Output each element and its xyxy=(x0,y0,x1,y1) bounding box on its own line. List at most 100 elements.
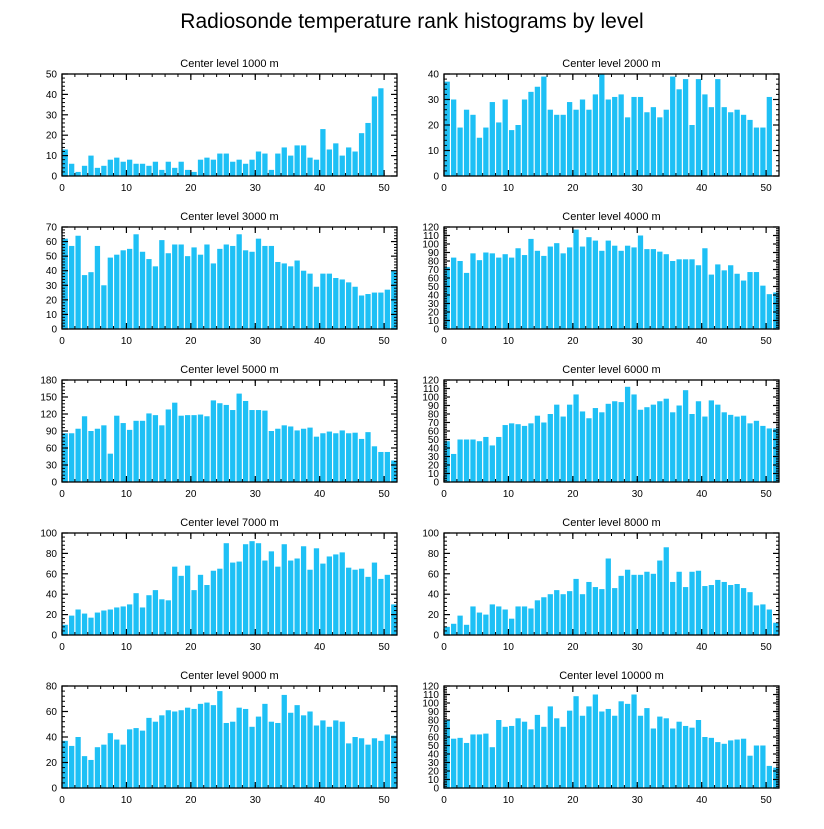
bar xyxy=(515,248,521,329)
bar xyxy=(702,586,708,635)
bar xyxy=(715,404,721,482)
bar xyxy=(541,597,547,635)
bar xyxy=(695,570,702,635)
bar xyxy=(391,604,397,635)
bar xyxy=(657,251,663,329)
bar xyxy=(457,439,463,482)
bar xyxy=(476,441,483,482)
bar xyxy=(346,433,352,482)
bar xyxy=(249,410,255,482)
bar xyxy=(320,433,326,482)
bar xyxy=(75,609,81,635)
x-tick-label: 20 xyxy=(185,336,197,347)
bar xyxy=(740,588,747,635)
bar xyxy=(644,249,650,329)
bar xyxy=(249,159,255,176)
bar xyxy=(204,244,210,329)
bar xyxy=(133,234,139,329)
bar xyxy=(88,272,94,329)
bar xyxy=(676,89,682,176)
bar xyxy=(288,712,294,788)
bar xyxy=(114,415,120,482)
bar xyxy=(300,428,307,482)
bar xyxy=(275,261,281,329)
bar xyxy=(320,720,326,788)
bar xyxy=(288,560,294,635)
bar xyxy=(191,415,197,482)
x-tick-label: 20 xyxy=(567,336,579,347)
bar xyxy=(708,400,714,482)
bar xyxy=(107,609,113,635)
y-tick-label: 90 xyxy=(428,707,440,718)
bar xyxy=(534,250,541,329)
y-tick-label: 20 xyxy=(46,610,58,621)
bar xyxy=(294,430,300,482)
bar xyxy=(300,546,307,635)
bar xyxy=(521,255,528,329)
bar xyxy=(255,151,262,176)
bar xyxy=(320,129,326,176)
y-tick-label: 80 xyxy=(428,716,440,727)
bar xyxy=(618,402,624,482)
bar xyxy=(579,715,586,788)
x-tick-label: 50 xyxy=(379,183,391,194)
bar xyxy=(94,428,101,482)
bar xyxy=(463,742,470,788)
bar xyxy=(326,149,332,176)
bar xyxy=(457,737,463,788)
bar xyxy=(88,759,94,788)
bar xyxy=(391,735,397,788)
panel-frame xyxy=(61,532,398,636)
bar xyxy=(294,145,300,176)
y-tick-label: 70 xyxy=(46,223,58,234)
bar xyxy=(721,412,727,482)
figure-title: Radiosonde temperature rank histograms b… xyxy=(180,10,644,33)
bar xyxy=(191,247,197,329)
bar xyxy=(159,240,165,329)
bar xyxy=(605,99,611,176)
bar xyxy=(62,740,68,788)
bar xyxy=(534,86,541,176)
bar xyxy=(197,414,204,482)
bar xyxy=(101,285,107,329)
y-tick-label: 40 xyxy=(428,70,440,81)
x-tick-label: 0 xyxy=(59,795,65,806)
bar xyxy=(612,588,618,635)
y-tick-label: 60 xyxy=(46,707,58,718)
y-tick-label: 0 xyxy=(51,172,57,183)
x-tick-label: 50 xyxy=(761,642,773,653)
x-tick-label: 0 xyxy=(59,336,65,347)
bar xyxy=(631,574,637,635)
bar xyxy=(75,737,81,788)
bar xyxy=(94,167,101,176)
y-tick-label: 180 xyxy=(40,376,57,387)
bar xyxy=(708,274,714,329)
y-tick-label: 120 xyxy=(422,682,439,693)
bar xyxy=(69,745,75,788)
bar xyxy=(708,585,714,635)
bar xyxy=(476,734,483,788)
x-tick-label: 20 xyxy=(567,795,579,806)
bar xyxy=(339,430,345,482)
bar xyxy=(333,278,339,329)
x-tick-label: 10 xyxy=(503,183,515,194)
bar xyxy=(204,702,210,788)
x-tick-label: 30 xyxy=(632,795,644,806)
bar xyxy=(483,436,489,482)
bar xyxy=(547,109,553,176)
bar xyxy=(371,738,378,788)
panel-frame xyxy=(61,685,398,789)
x-tick-label: 40 xyxy=(696,489,708,500)
y-tick-label: 0 xyxy=(51,631,57,642)
bar xyxy=(288,266,294,329)
panel-title: Center level 1000 m xyxy=(180,58,278,70)
bar xyxy=(509,423,515,482)
bar xyxy=(689,259,695,329)
bar xyxy=(657,401,663,482)
bar xyxy=(178,161,184,176)
bar xyxy=(249,541,255,635)
y-tick-label: 30 xyxy=(46,281,58,292)
bar xyxy=(566,591,573,635)
bar xyxy=(127,729,133,788)
